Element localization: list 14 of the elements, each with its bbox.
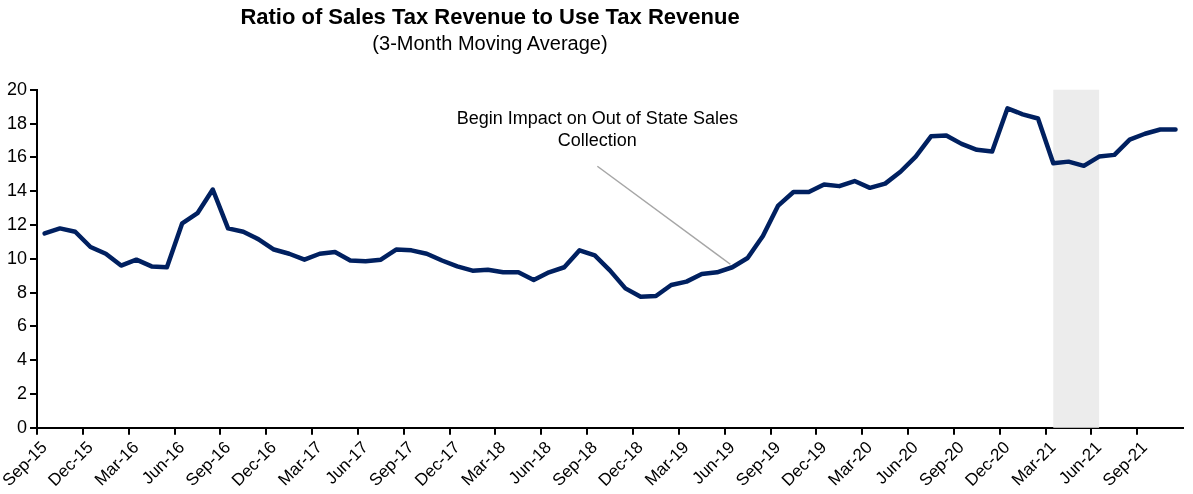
y-tick-label: 18 (6, 112, 28, 133)
y-tick-label: 16 (6, 146, 28, 167)
y-tick-label: 10 (6, 247, 28, 268)
y-tick-label: 4 (17, 349, 28, 370)
y-tick-label: 14 (6, 180, 28, 201)
y-tick-label: 0 (17, 416, 28, 437)
annotation: Begin Impact on Out of State Sales Collection (456, 108, 738, 151)
chart-title: Ratio of Sales Tax Revenue to Use Tax Revenue (239, 4, 741, 30)
y-tick-label: 12 (6, 213, 28, 234)
y-tick-label: 6 (17, 315, 28, 336)
chart-subtitle: (3-Month Moving Average) (371, 32, 609, 55)
y-tick-label: 2 (17, 382, 28, 403)
y-tick-label: 8 (17, 281, 28, 302)
y-tick-label: 20 (6, 78, 28, 99)
